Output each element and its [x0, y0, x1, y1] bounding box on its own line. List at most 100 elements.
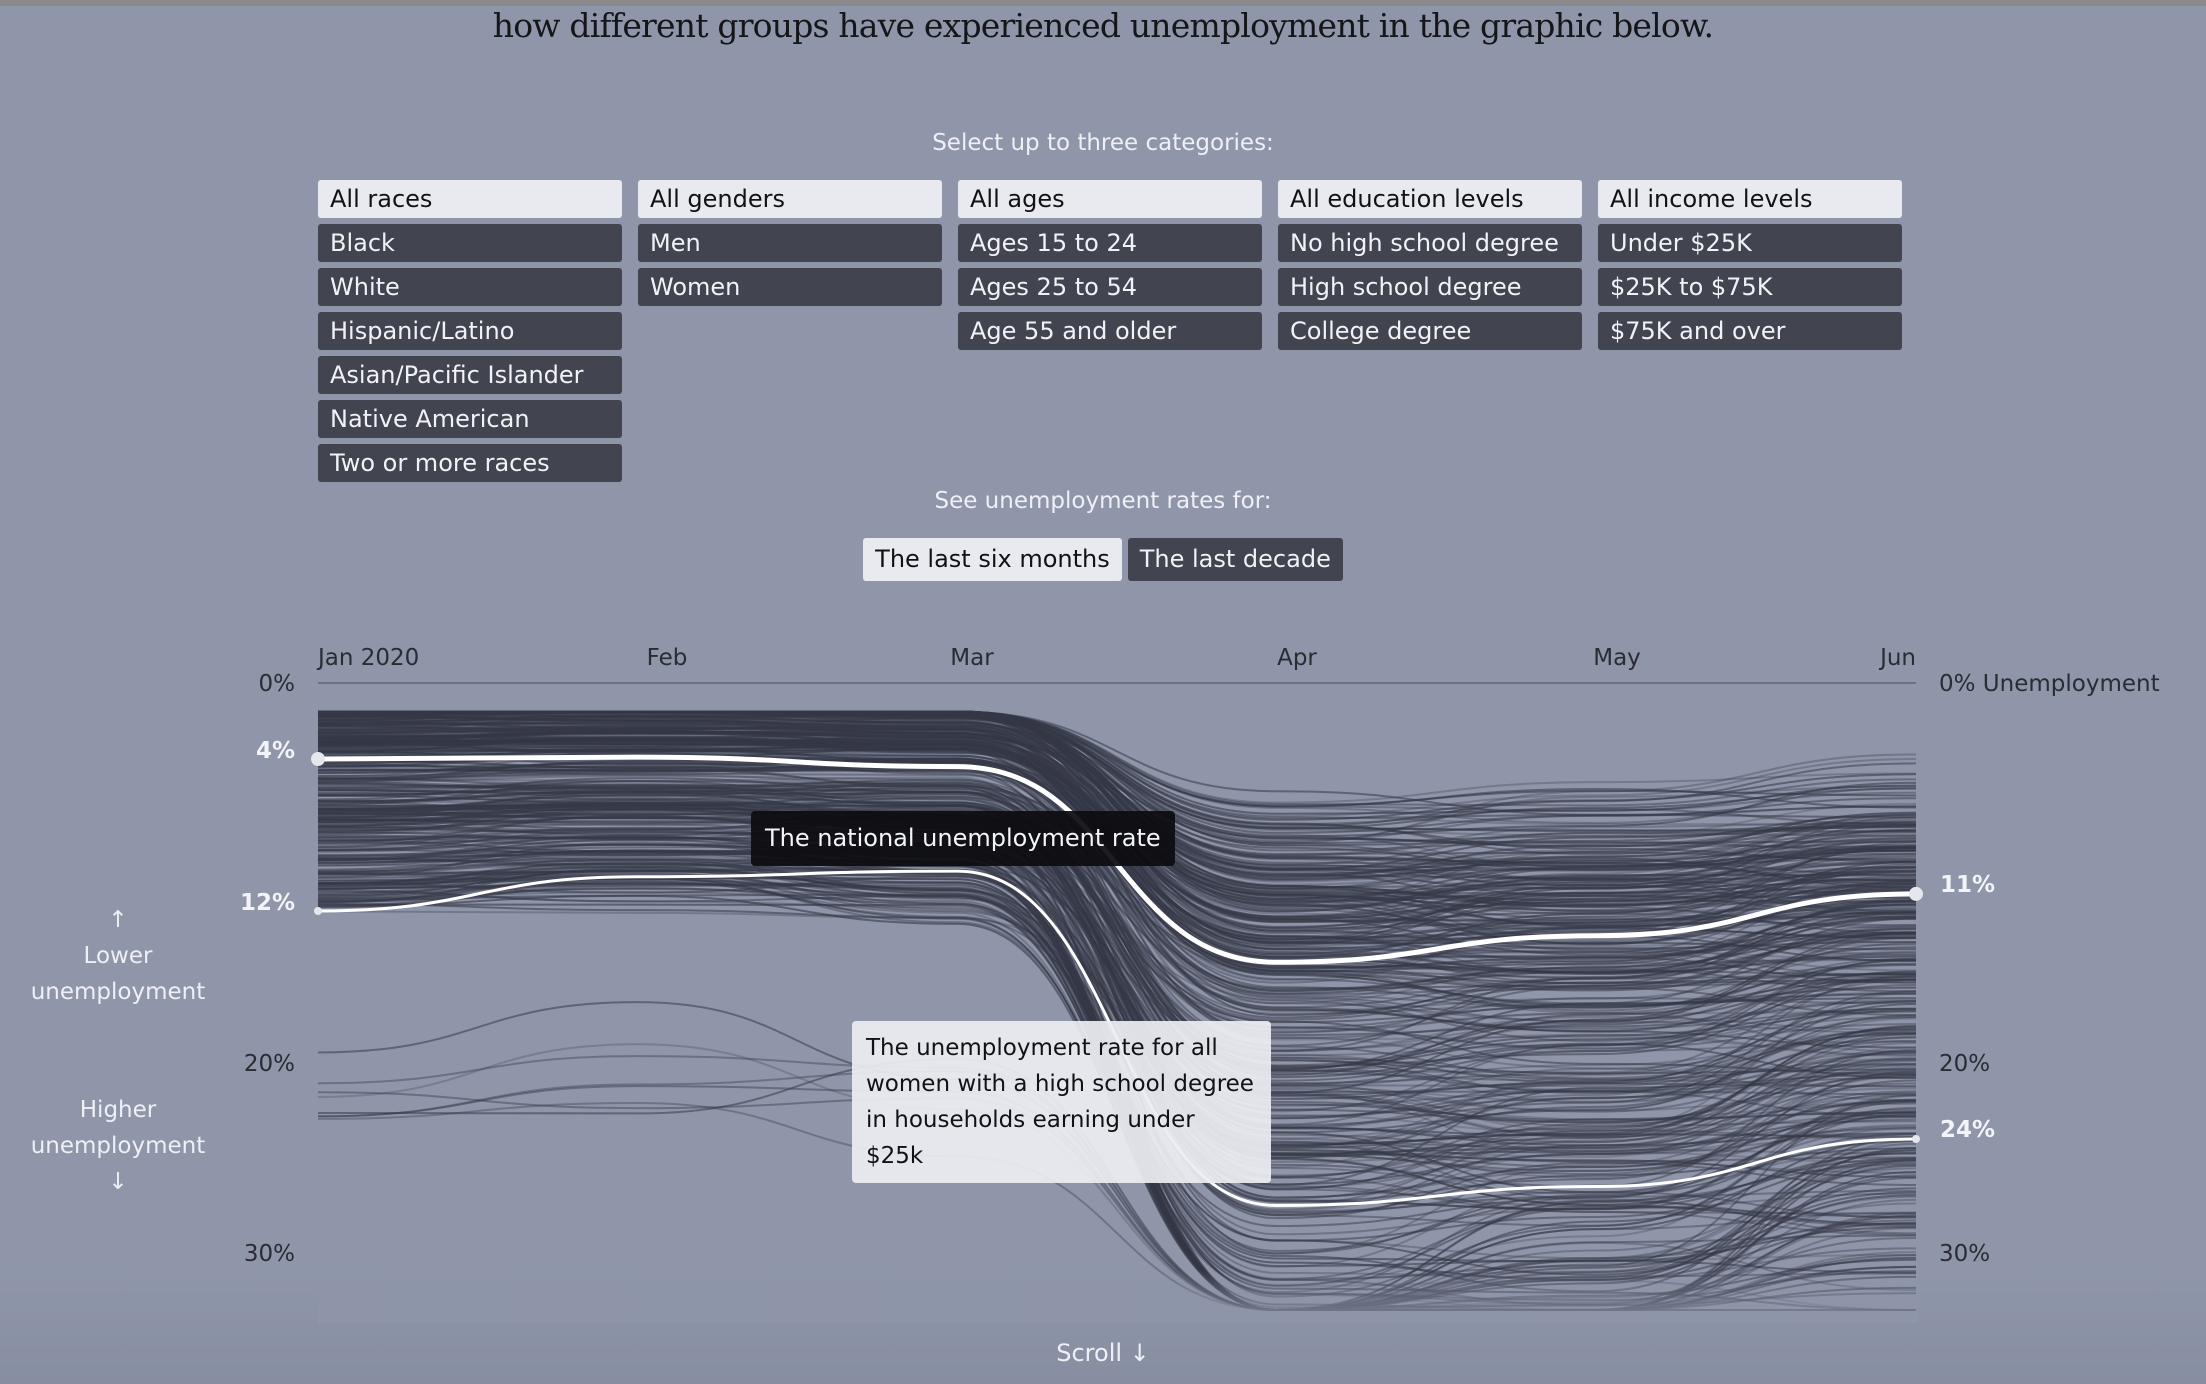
- education-column: All education levels No high school degre…: [1278, 180, 1582, 356]
- group-line: [318, 783, 1917, 1178]
- y-tick-label-left: 20%: [244, 1051, 295, 1077]
- group-line: [318, 864, 1917, 1173]
- group-line: [318, 714, 1917, 807]
- group-lines: [318, 710, 1917, 1312]
- series-start-label: 4%: [256, 738, 295, 764]
- group-line: [318, 830, 1917, 1120]
- scroll-cue[interactable]: Scroll ↓: [1056, 1339, 1150, 1367]
- series-end-point: [1912, 1135, 1920, 1143]
- category-option-income-1[interactable]: Under $25K: [1598, 224, 1902, 262]
- series-start-point: [314, 907, 322, 915]
- range-prompt: See unemployment rates for:: [934, 488, 1272, 514]
- group-line: [318, 792, 1917, 1053]
- x-axis-labels: Jan 2020 Feb Mar Apr May Jun: [316, 645, 1916, 671]
- category-option-gender-1[interactable]: Men: [638, 224, 942, 262]
- category-option-age-2[interactable]: Ages 25 to 54: [958, 268, 1262, 306]
- group-line: [318, 789, 1917, 1071]
- group-line: [318, 816, 1917, 1097]
- group-line: [318, 780, 1917, 1177]
- y-tick-label-left: 0%: [259, 671, 296, 697]
- category-option-income-0[interactable]: All income levels: [1598, 180, 1902, 218]
- range-decade-button[interactable]: The last decade: [1127, 538, 1343, 581]
- group-line: [318, 1001, 1917, 1312]
- category-option-age-0[interactable]: All ages: [958, 180, 1262, 218]
- category-option-age-3[interactable]: Age 55 and older: [958, 312, 1262, 350]
- category-option-education-1[interactable]: No high school degree: [1278, 224, 1582, 262]
- category-option-race-4[interactable]: Asian/Pacific Islander: [318, 356, 622, 394]
- group-line: [318, 812, 1917, 1126]
- group-line: [318, 809, 1917, 1148]
- group-line: [318, 813, 1917, 1194]
- group-line: [318, 868, 1917, 1163]
- down-arrow-icon: ↓: [108, 1169, 128, 1195]
- x-tick-label: Apr: [1277, 645, 1317, 671]
- group-line: [318, 716, 1917, 833]
- category-option-education-3[interactable]: College degree: [1278, 312, 1582, 350]
- group-line: [318, 824, 1917, 1150]
- category-option-race-0[interactable]: All races: [318, 180, 622, 218]
- group-line: [318, 801, 1917, 1019]
- series-end-label: 24%: [1940, 1117, 1995, 1143]
- category-option-age-1[interactable]: Ages 15 to 24: [958, 224, 1262, 262]
- group-line: [318, 722, 1917, 833]
- group-line: [318, 811, 1917, 1034]
- y-tick-label-right: 30%: [1939, 1241, 1990, 1267]
- group-line: [318, 764, 1917, 1009]
- group-line: [318, 761, 1917, 1040]
- category-option-gender-0[interactable]: All genders: [638, 180, 942, 218]
- group-line: [318, 801, 1917, 1033]
- series-end-point: [1909, 886, 1923, 901]
- category-option-gender-2[interactable]: Women: [638, 268, 942, 306]
- group-line: [318, 778, 1917, 1033]
- higher-unemployment-note: Higher unemployment ↓: [0, 1092, 236, 1200]
- group-line: [318, 809, 1917, 1146]
- race-column: All races Black White Hispanic/Latino Asian/…: [318, 180, 622, 488]
- category-option-income-2[interactable]: $25K to $75K: [1598, 268, 1902, 306]
- lower-unemployment-note: ↑ Lower unemployment: [0, 902, 236, 1010]
- category-option-race-3[interactable]: Hispanic/Latino: [318, 312, 622, 350]
- group-line: [318, 738, 1917, 1012]
- group-line: [318, 849, 1917, 1127]
- group-line: [318, 815, 1917, 1088]
- national-rate-annotation: The national unemployment rate: [751, 811, 1175, 866]
- lower-unemployment-label: Lower unemployment: [30, 943, 206, 1005]
- intro-text: how different groups have experienced un…: [492, 6, 1714, 45]
- x-tick-label: Mar: [950, 645, 994, 671]
- range-toggle: The last six months The last decade: [0, 538, 2206, 581]
- group-line: [318, 714, 1917, 856]
- category-option-race-6[interactable]: Two or more races: [318, 444, 622, 482]
- group-line: [318, 777, 1917, 1133]
- y-tick-label-left: 30%: [244, 1241, 295, 1267]
- group-line: [318, 740, 1917, 1033]
- x-tick-label: Jun: [1878, 645, 1916, 671]
- category-option-race-1[interactable]: Black: [318, 224, 622, 262]
- group-line: [318, 815, 1917, 996]
- group-line: [318, 849, 1917, 1174]
- group-line: [318, 777, 1917, 1178]
- higher-unemployment-label: Higher unemployment: [30, 1097, 206, 1159]
- group-line: [318, 1091, 1917, 1312]
- y-tick-label-right: 20%: [1939, 1051, 1990, 1077]
- category-option-race-2[interactable]: White: [318, 268, 622, 306]
- group-line: [318, 866, 1917, 1152]
- category-option-race-5[interactable]: Native American: [318, 400, 622, 438]
- gender-column: All genders Men Women: [638, 180, 942, 312]
- group-line: [318, 743, 1917, 969]
- category-option-income-3[interactable]: $75K and over: [1598, 312, 1902, 350]
- series-line-0: [317, 754, 1917, 965]
- group-line: [318, 788, 1917, 1199]
- income-column: All income levels Under $25K $25K to $75K $…: [1598, 180, 1902, 356]
- category-option-education-0[interactable]: All education levels: [1278, 180, 1582, 218]
- series-start-label: 12%: [240, 890, 295, 916]
- group-line: [318, 749, 1917, 1095]
- range-six-months-button[interactable]: The last six months: [863, 538, 1122, 581]
- group-line: [318, 711, 1917, 872]
- group-line: [318, 710, 1917, 837]
- group-line: [318, 803, 1917, 1107]
- series-end-label: 11%: [1940, 872, 1995, 898]
- group-line: [318, 710, 1917, 882]
- category-option-education-2[interactable]: High school degree: [1278, 268, 1582, 306]
- x-tick-label: Jan 2020: [316, 645, 419, 671]
- group-line: [318, 790, 1917, 1206]
- group-line: [318, 710, 1917, 830]
